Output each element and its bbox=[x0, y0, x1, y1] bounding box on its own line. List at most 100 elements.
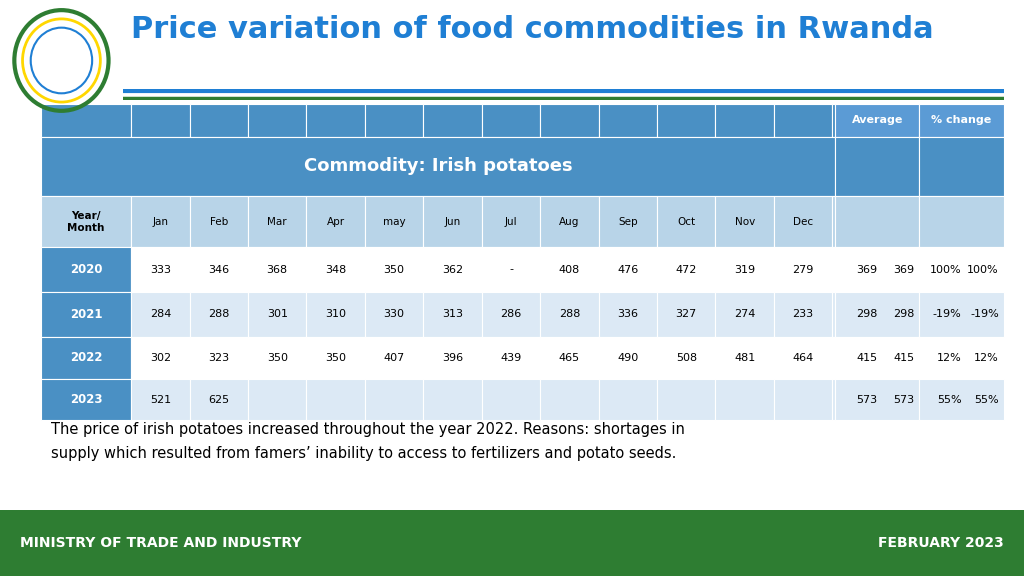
Bar bbox=[599, 104, 657, 137]
Bar bbox=[541, 292, 599, 337]
Bar bbox=[657, 292, 716, 337]
Text: Price variation of food commodities in Rwanda: Price variation of food commodities in R… bbox=[131, 14, 934, 44]
Bar bbox=[131, 104, 189, 137]
Text: -19%: -19% bbox=[970, 309, 998, 319]
Text: 408: 408 bbox=[559, 264, 580, 275]
Bar bbox=[365, 104, 423, 137]
Text: 490: 490 bbox=[617, 353, 638, 363]
Text: -: - bbox=[509, 264, 513, 275]
Bar bbox=[131, 292, 189, 337]
Bar bbox=[423, 378, 481, 420]
Bar bbox=[306, 292, 365, 337]
Text: 313: 313 bbox=[442, 309, 463, 319]
Bar bbox=[836, 104, 920, 137]
Bar bbox=[365, 196, 423, 247]
Text: Dec: Dec bbox=[793, 217, 813, 227]
Bar bbox=[774, 292, 833, 337]
Bar bbox=[833, 337, 836, 378]
Text: % change: % change bbox=[932, 115, 991, 125]
Bar bbox=[423, 104, 481, 137]
Text: -19%: -19% bbox=[933, 309, 962, 319]
Bar bbox=[189, 247, 248, 292]
Bar bbox=[541, 196, 599, 247]
Text: 298: 298 bbox=[856, 309, 878, 319]
Bar bbox=[920, 247, 1004, 292]
Text: 279: 279 bbox=[793, 264, 814, 275]
Bar bbox=[481, 247, 541, 292]
Bar bbox=[481, 378, 541, 420]
Bar bbox=[833, 292, 836, 337]
Bar bbox=[833, 378, 836, 420]
Text: 368: 368 bbox=[266, 264, 288, 275]
Bar bbox=[920, 137, 1004, 196]
Bar bbox=[599, 337, 657, 378]
Text: Oct: Oct bbox=[677, 217, 695, 227]
Bar bbox=[541, 337, 599, 378]
Bar bbox=[423, 196, 481, 247]
Text: 2020: 2020 bbox=[70, 263, 102, 276]
Text: 55%: 55% bbox=[937, 395, 962, 404]
Bar bbox=[365, 247, 423, 292]
Text: 301: 301 bbox=[266, 309, 288, 319]
Text: Jul: Jul bbox=[505, 217, 517, 227]
Bar bbox=[920, 104, 1004, 137]
Text: 396: 396 bbox=[442, 353, 463, 363]
Text: 625: 625 bbox=[208, 395, 229, 404]
Text: 330: 330 bbox=[384, 309, 404, 319]
Bar bbox=[365, 337, 423, 378]
Text: 302: 302 bbox=[150, 353, 171, 363]
Bar bbox=[541, 104, 599, 137]
Bar bbox=[657, 378, 716, 420]
Bar bbox=[920, 292, 1004, 337]
Bar bbox=[306, 378, 365, 420]
Bar bbox=[248, 196, 306, 247]
Text: 12%: 12% bbox=[937, 353, 962, 363]
Bar bbox=[833, 104, 836, 137]
Bar bbox=[716, 247, 774, 292]
Text: 336: 336 bbox=[617, 309, 638, 319]
Bar bbox=[365, 378, 423, 420]
Bar bbox=[41, 104, 131, 137]
Text: Commodity: Irish potatoes: Commodity: Irish potatoes bbox=[304, 157, 572, 176]
Bar bbox=[774, 104, 833, 137]
Bar bbox=[657, 196, 716, 247]
Text: Feb: Feb bbox=[210, 217, 228, 227]
Bar bbox=[306, 104, 365, 137]
Text: 327: 327 bbox=[676, 309, 697, 319]
Bar bbox=[131, 378, 189, 420]
Text: 415: 415 bbox=[856, 353, 878, 363]
Bar bbox=[599, 196, 657, 247]
Text: 369: 369 bbox=[894, 264, 914, 275]
Bar bbox=[248, 247, 306, 292]
Text: 348: 348 bbox=[325, 264, 346, 275]
Bar bbox=[716, 337, 774, 378]
Text: 464: 464 bbox=[793, 353, 814, 363]
Bar bbox=[306, 247, 365, 292]
Text: Aug: Aug bbox=[559, 217, 580, 227]
Text: The price of irish potatoes increased throughout the year 2022. Reasons: shortag: The price of irish potatoes increased th… bbox=[50, 422, 684, 461]
Text: 465: 465 bbox=[559, 353, 580, 363]
Bar bbox=[248, 337, 306, 378]
Bar bbox=[774, 337, 833, 378]
Bar bbox=[248, 292, 306, 337]
Bar bbox=[41, 337, 131, 378]
Bar bbox=[189, 337, 248, 378]
Text: 233: 233 bbox=[793, 309, 814, 319]
Text: MINISTRY OF TRADE AND INDUSTRY: MINISTRY OF TRADE AND INDUSTRY bbox=[20, 536, 302, 550]
Bar bbox=[423, 247, 481, 292]
Text: 323: 323 bbox=[208, 353, 229, 363]
Bar bbox=[248, 378, 306, 420]
Bar bbox=[836, 137, 920, 196]
Bar bbox=[189, 378, 248, 420]
Text: FEBRUARY 2023: FEBRUARY 2023 bbox=[878, 536, 1004, 550]
Text: 350: 350 bbox=[384, 264, 404, 275]
Bar bbox=[41, 292, 131, 337]
Bar bbox=[131, 196, 189, 247]
Text: 288: 288 bbox=[208, 309, 229, 319]
Text: 12%: 12% bbox=[974, 353, 998, 363]
Bar bbox=[716, 292, 774, 337]
Bar bbox=[599, 247, 657, 292]
Text: Jun: Jun bbox=[444, 217, 461, 227]
Text: 333: 333 bbox=[150, 264, 171, 275]
Text: 100%: 100% bbox=[967, 264, 998, 275]
